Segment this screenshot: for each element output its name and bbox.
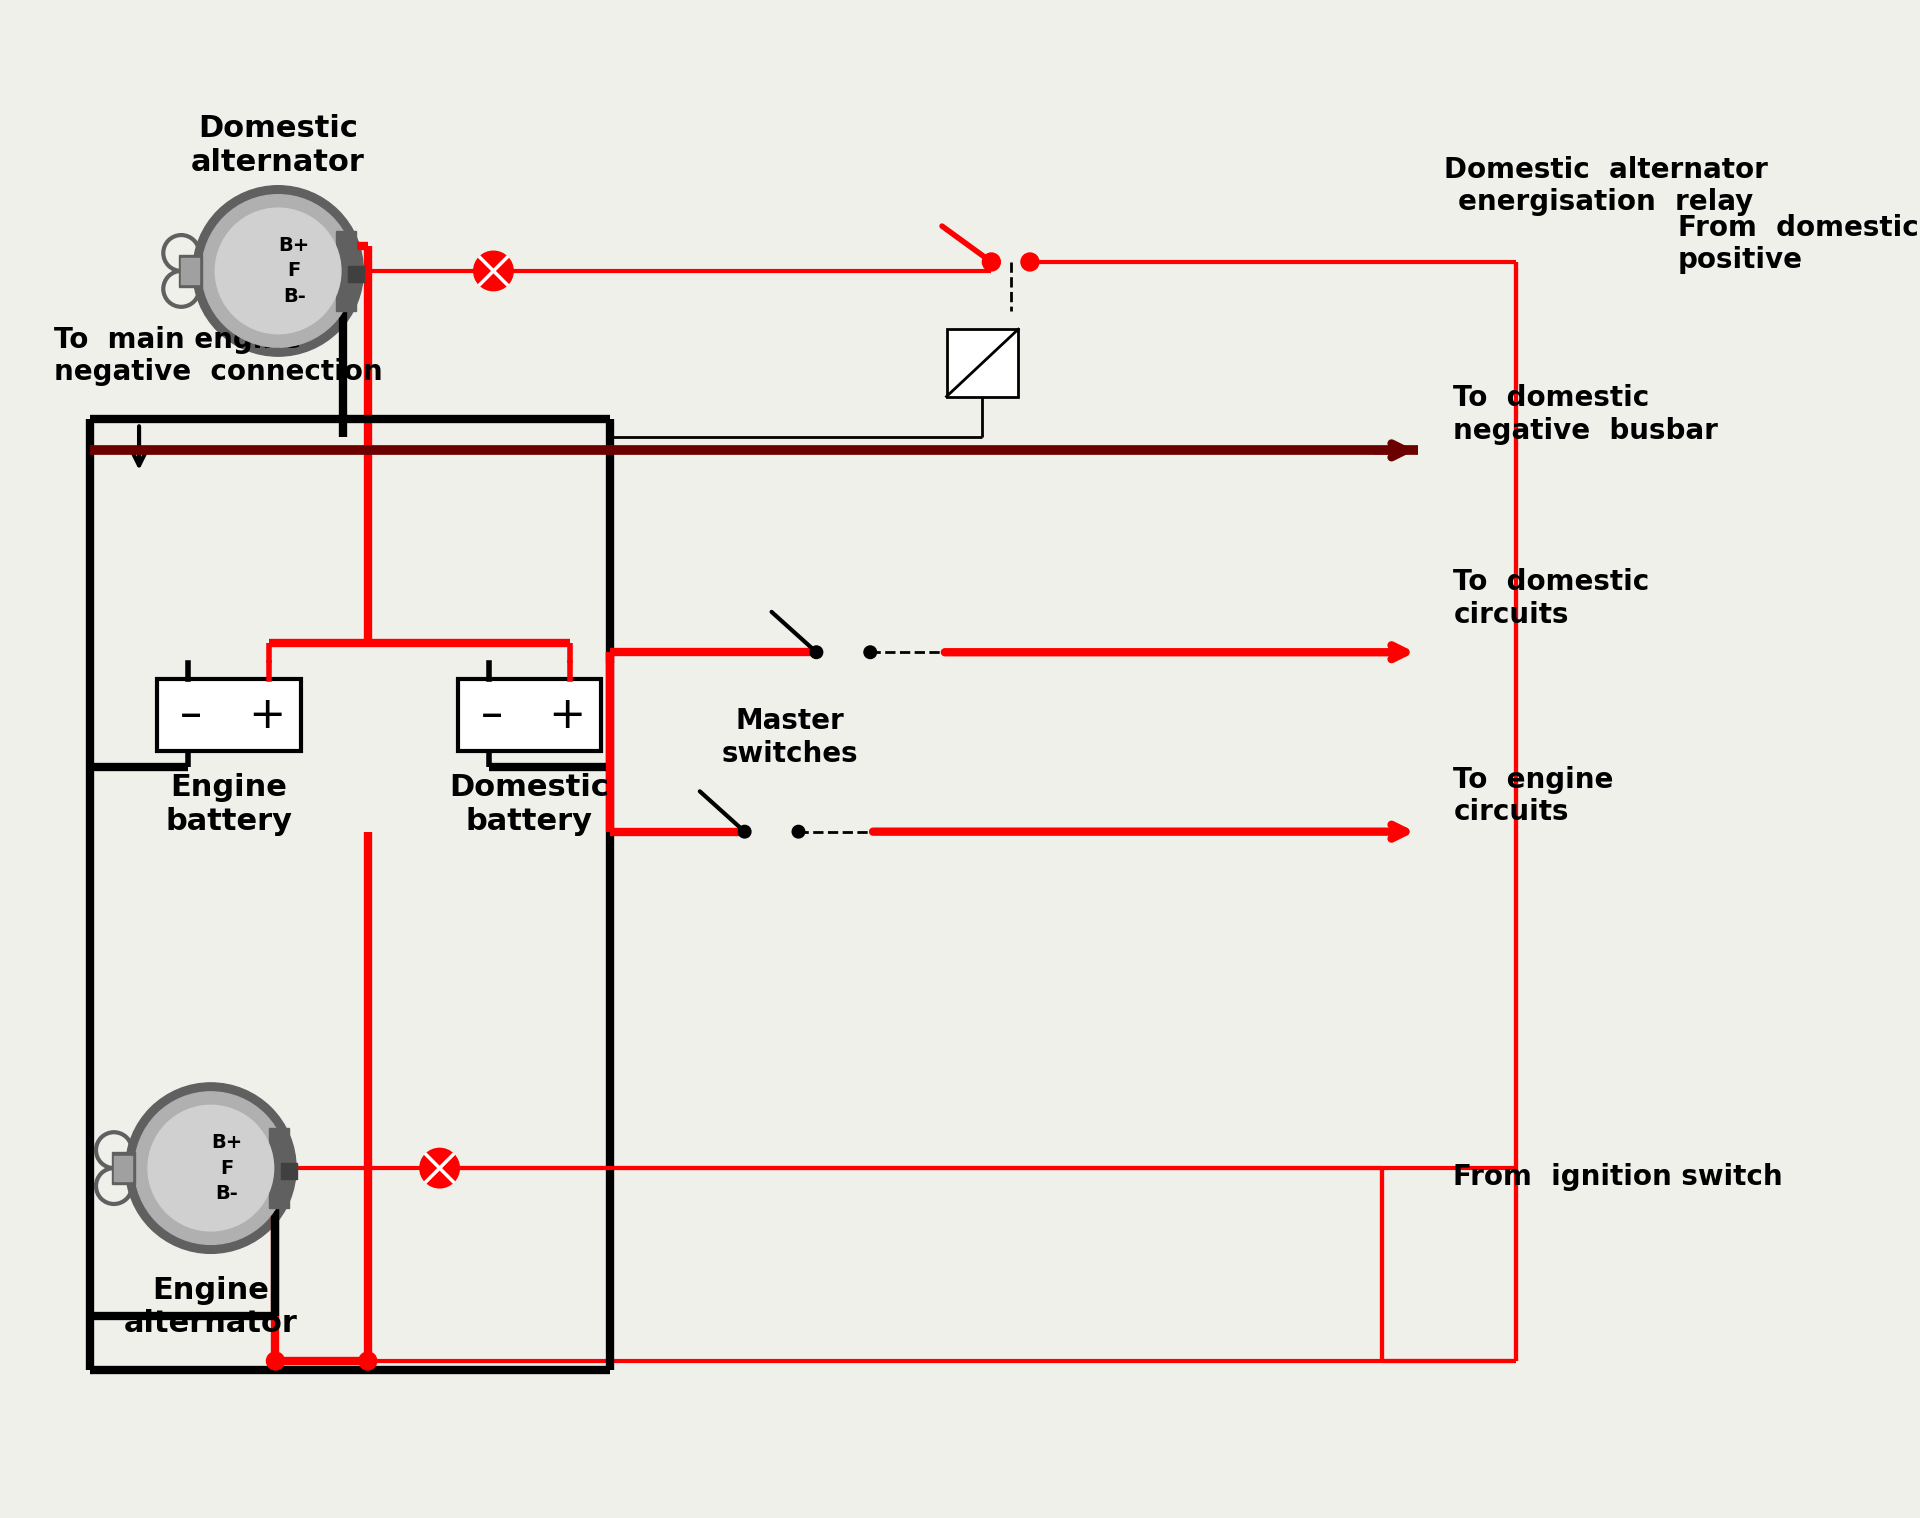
Circle shape (215, 208, 342, 334)
Bar (113, 1155, 132, 1181)
Text: –: – (180, 694, 202, 736)
Text: +: + (549, 694, 586, 736)
Bar (111, 1152, 134, 1184)
Text: B+: B+ (278, 237, 309, 255)
Text: B-: B- (215, 1184, 238, 1202)
Circle shape (864, 647, 877, 659)
Circle shape (134, 1091, 288, 1245)
Text: From  ignition switch: From ignition switch (1453, 1163, 1784, 1192)
Bar (157, 679, 301, 751)
Text: B+: B+ (211, 1134, 242, 1152)
Text: –: – (480, 694, 503, 736)
Text: B-: B- (282, 287, 305, 305)
Circle shape (983, 254, 1000, 270)
Text: From  domestic
positive: From domestic positive (1678, 214, 1918, 275)
Bar (348, 266, 365, 282)
Bar (947, 329, 1018, 396)
Bar (280, 1163, 298, 1179)
Circle shape (202, 194, 355, 348)
Bar (179, 255, 202, 287)
Text: Engine
alternator: Engine alternator (125, 1275, 298, 1339)
Circle shape (125, 1082, 296, 1254)
Circle shape (1021, 254, 1039, 270)
Circle shape (810, 647, 822, 659)
Circle shape (420, 1149, 459, 1189)
Circle shape (192, 185, 363, 357)
Text: To  engine
circuits: To engine circuits (1453, 765, 1615, 826)
Text: Domestic  alternator
energisation  relay: Domestic alternator energisation relay (1444, 155, 1768, 216)
Bar (457, 679, 601, 751)
Circle shape (474, 250, 513, 290)
Circle shape (148, 1105, 275, 1231)
Text: To  domestic
negative  busbar: To domestic negative busbar (1453, 384, 1718, 445)
Circle shape (267, 1353, 284, 1369)
Bar (180, 258, 200, 284)
Text: Master
switches: Master switches (722, 707, 858, 768)
Circle shape (793, 826, 804, 838)
Circle shape (359, 1353, 376, 1369)
Text: +: + (248, 694, 286, 736)
Text: Domestic
alternator: Domestic alternator (192, 114, 365, 176)
Bar (269, 1128, 288, 1208)
Text: Domestic
battery: Domestic battery (449, 774, 609, 836)
Text: Engine
battery: Engine battery (165, 774, 292, 836)
Text: F: F (288, 261, 301, 281)
Text: To  domestic
circuits: To domestic circuits (1453, 568, 1649, 628)
Text: F: F (221, 1158, 234, 1178)
Bar (336, 231, 357, 311)
Text: To  main engine
negative  connection: To main engine negative connection (54, 326, 382, 387)
Circle shape (739, 826, 751, 838)
